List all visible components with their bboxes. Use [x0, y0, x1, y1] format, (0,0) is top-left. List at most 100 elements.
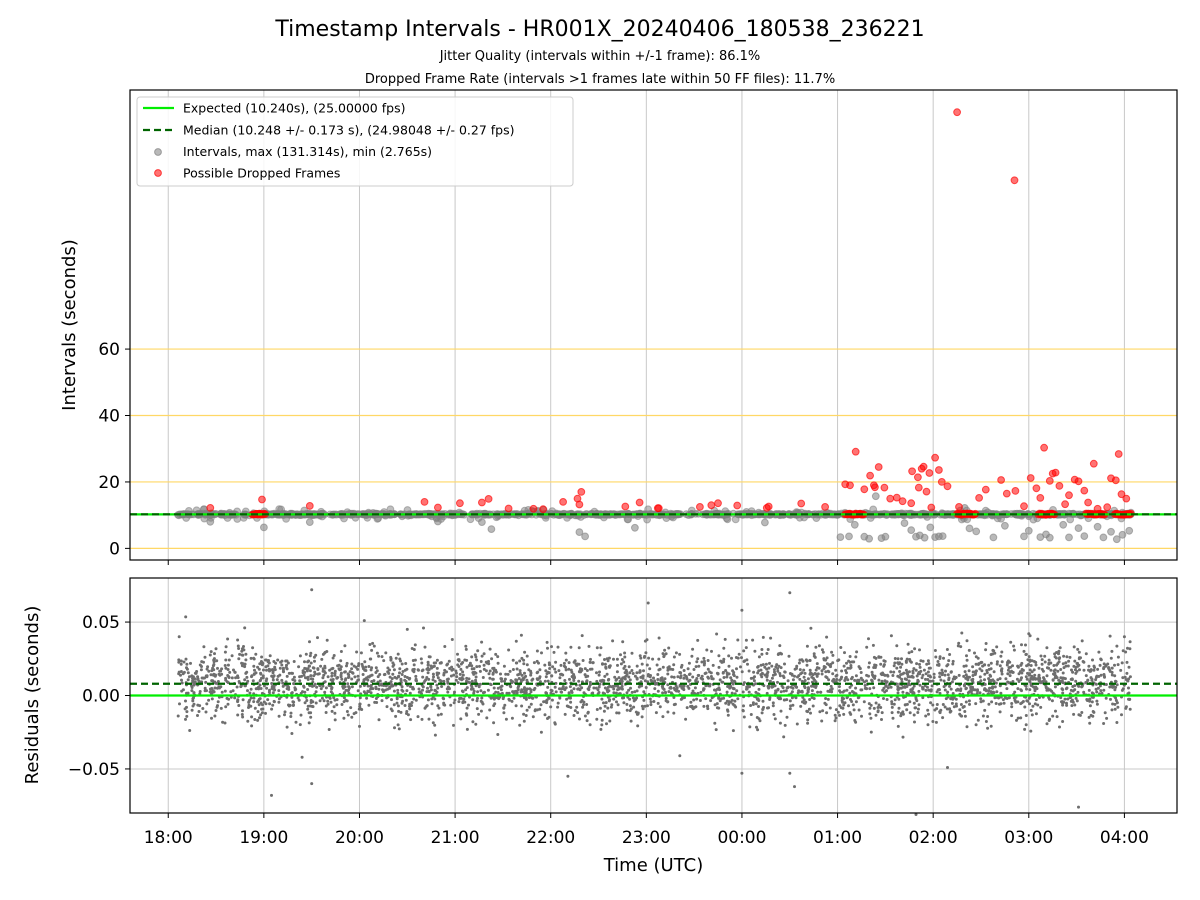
residual-point: [300, 674, 303, 678]
residual-point: [1099, 689, 1103, 693]
residual-point: [293, 679, 297, 683]
residual-point: [507, 697, 511, 701]
residual-point: [729, 676, 733, 680]
residual-point: [459, 667, 463, 671]
residual-point: [339, 650, 343, 653]
residual-point: [346, 682, 350, 686]
residual-point: [551, 665, 555, 669]
residual-point: [592, 686, 596, 690]
residual-point: [505, 691, 509, 695]
residual-point: [942, 656, 945, 660]
residual-point: [914, 706, 918, 710]
residual-point: [749, 676, 753, 680]
residual-point: [224, 678, 228, 682]
residual-point: [1000, 672, 1004, 676]
residual-point: [609, 705, 613, 709]
residual-point: [617, 687, 621, 691]
residual-point: [808, 668, 812, 672]
residual-point: [1061, 662, 1065, 666]
residual-point: [925, 662, 929, 666]
residual-point: [1104, 696, 1108, 700]
residual-point: [278, 673, 282, 677]
residual-point: [735, 667, 738, 671]
residual-point: [1076, 690, 1080, 694]
residual-point: [1037, 666, 1041, 670]
residuals-ytick-label: 0.00: [82, 687, 120, 707]
residual-point: [776, 687, 780, 691]
residual-point: [461, 673, 465, 677]
residual-point: [408, 685, 412, 688]
residual-point: [285, 667, 289, 671]
residual-point: [825, 635, 829, 639]
residual-point: [717, 654, 721, 658]
residual-point: [411, 686, 415, 689]
residual-point: [416, 715, 420, 719]
residual-point: [904, 660, 908, 664]
residual-point: [323, 666, 327, 670]
residual-point: [916, 678, 920, 682]
residual-point: [987, 702, 991, 706]
residual-point: [585, 669, 589, 672]
residual-point: [391, 661, 395, 665]
residual-point: [1022, 649, 1026, 653]
residual-point: [783, 670, 787, 674]
residual-point: [401, 699, 405, 703]
residual-point: [398, 667, 402, 671]
residual-point: [205, 702, 209, 706]
residual-point: [1014, 700, 1018, 704]
residual-point: [788, 771, 792, 775]
residual-point: [761, 707, 765, 711]
residual-point: [538, 707, 542, 711]
residual-point: [264, 711, 267, 715]
residual-point: [1025, 677, 1029, 681]
residual-point: [824, 658, 828, 662]
residual-point: [458, 677, 462, 681]
residual-point: [1060, 700, 1063, 704]
residual-point: [642, 690, 646, 694]
residual-point: [436, 713, 440, 717]
residual-point: [488, 647, 492, 651]
interval-point: [563, 514, 571, 522]
residual-point: [520, 688, 524, 692]
residual-point: [458, 672, 462, 676]
residual-point: [702, 687, 706, 691]
dropped-frame-point: [866, 471, 874, 480]
residual-point: [791, 686, 795, 690]
residual-point: [1077, 650, 1081, 654]
residual-point: [741, 690, 745, 694]
dropped-frame-point: [1111, 476, 1120, 485]
residual-point: [836, 659, 840, 663]
residual-point: [1105, 716, 1109, 720]
residual-point: [785, 715, 789, 719]
residual-point: [417, 690, 421, 694]
residual-point: [447, 659, 451, 663]
residual-point: [461, 670, 465, 674]
residual-point: [903, 685, 907, 688]
residual-point: [271, 678, 275, 682]
residual-point: [301, 690, 304, 694]
residual-point: [1078, 668, 1081, 672]
residual-point: [664, 699, 668, 703]
dropped-frame-point: [1045, 477, 1054, 485]
residual-point: [266, 698, 270, 702]
residual-point: [292, 660, 296, 663]
residual-point: [635, 664, 639, 668]
residual-point: [868, 687, 872, 691]
residual-point: [777, 664, 781, 668]
residual-point: [1047, 658, 1051, 662]
residual-point: [938, 671, 942, 675]
residual-point: [641, 674, 645, 678]
residual-point: [896, 710, 900, 714]
residual-point: [251, 646, 255, 650]
residual-point: [185, 705, 188, 709]
residual-point: [711, 663, 715, 667]
residual-point: [935, 690, 939, 694]
residual-point: [389, 707, 393, 711]
residual-point: [1084, 674, 1088, 678]
residual-point: [740, 670, 744, 674]
residual-point: [403, 678, 407, 682]
residual-point: [724, 701, 728, 705]
residual-point: [639, 656, 643, 660]
dropped-frame-point: [733, 501, 742, 510]
residual-point: [381, 688, 384, 692]
